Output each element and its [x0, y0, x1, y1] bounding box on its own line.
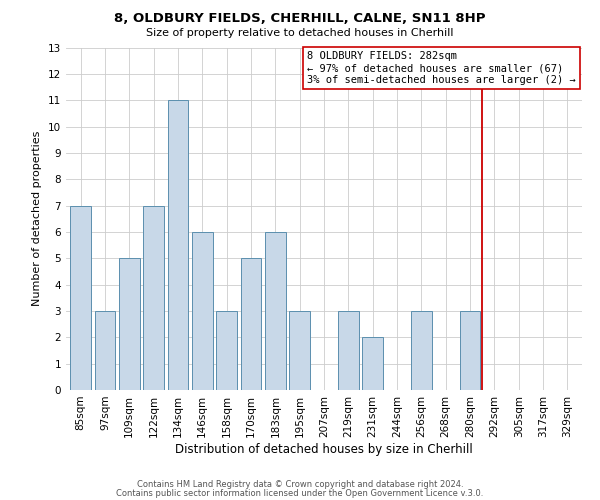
Bar — [216, 311, 237, 390]
Bar — [192, 232, 212, 390]
Text: 8 OLDBURY FIELDS: 282sqm
← 97% of detached houses are smaller (67)
3% of semi-de: 8 OLDBURY FIELDS: 282sqm ← 97% of detach… — [307, 52, 576, 84]
Bar — [70, 206, 91, 390]
Text: Contains HM Land Registry data © Crown copyright and database right 2024.: Contains HM Land Registry data © Crown c… — [137, 480, 463, 489]
Text: Contains public sector information licensed under the Open Government Licence v.: Contains public sector information licen… — [116, 488, 484, 498]
Text: 8, OLDBURY FIELDS, CHERHILL, CALNE, SN11 8HP: 8, OLDBURY FIELDS, CHERHILL, CALNE, SN11… — [114, 12, 486, 26]
Bar — [167, 100, 188, 390]
Bar — [338, 311, 359, 390]
Bar — [411, 311, 432, 390]
Bar — [460, 311, 481, 390]
Bar — [95, 311, 115, 390]
Bar — [119, 258, 140, 390]
Bar — [241, 258, 262, 390]
Y-axis label: Number of detached properties: Number of detached properties — [32, 131, 43, 306]
Text: Size of property relative to detached houses in Cherhill: Size of property relative to detached ho… — [146, 28, 454, 38]
X-axis label: Distribution of detached houses by size in Cherhill: Distribution of detached houses by size … — [175, 442, 473, 456]
Bar — [289, 311, 310, 390]
Bar — [362, 338, 383, 390]
Bar — [265, 232, 286, 390]
Bar — [143, 206, 164, 390]
